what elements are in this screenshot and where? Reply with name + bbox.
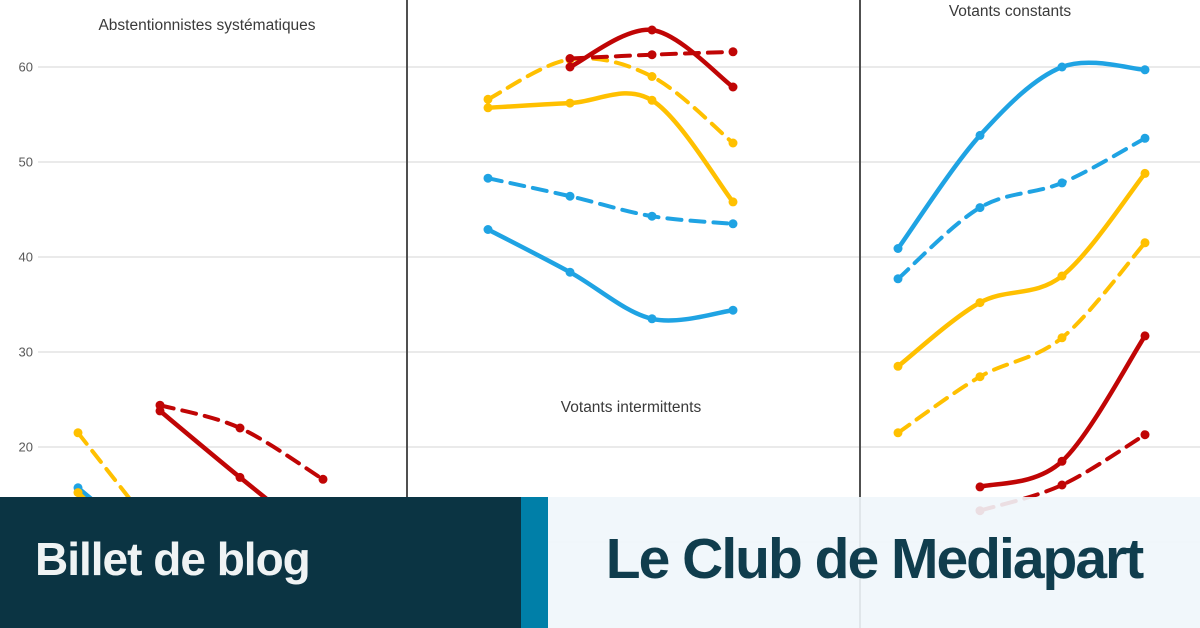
- svg-text:40: 40: [19, 250, 33, 265]
- svg-text:Votants intermittents: Votants intermittents: [561, 399, 702, 416]
- post-type-label: Billet de blog: [35, 532, 311, 585]
- svg-text:30: 30: [19, 345, 33, 360]
- brand-title: Le Club de Mediapart: [605, 526, 1144, 591]
- svg-text:Abstentionnistes systématiques: Abstentionnistes systématiques: [98, 17, 315, 34]
- svg-text:20: 20: [19, 440, 33, 455]
- brand-panel: Le Club de Mediapart: [548, 497, 1200, 628]
- svg-text:60: 60: [19, 60, 33, 75]
- svg-text:50: 50: [19, 155, 33, 170]
- accent-stripe: [521, 497, 548, 628]
- post-type-banner: Billet de blog: [0, 497, 521, 628]
- svg-text:Votants constants: Votants constants: [949, 3, 1072, 20]
